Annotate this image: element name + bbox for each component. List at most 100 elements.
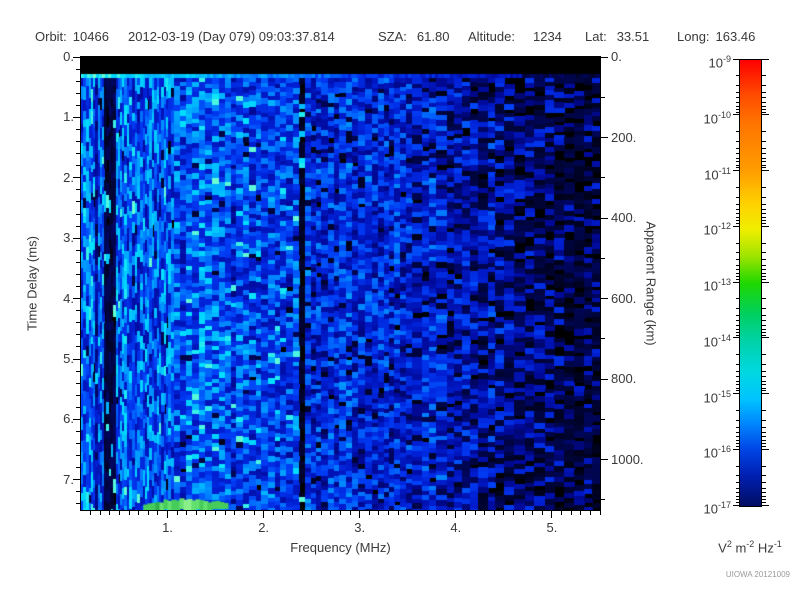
x-axis-tick — [195, 511, 197, 515]
colorbar-minor-tick — [736, 131, 739, 133]
y-axis-tick — [76, 189, 80, 191]
colorbar-minor-tick — [762, 223, 766, 225]
x-axis-tick — [570, 511, 572, 515]
colorbar-minor-tick — [736, 431, 739, 433]
lat-label: Lat: — [585, 29, 607, 44]
y2-axis-tick — [601, 499, 605, 501]
colorbar-minor-tick — [736, 501, 739, 503]
x-axis-tick — [474, 511, 476, 515]
colorbar-minor-tick — [762, 196, 766, 198]
colorbar-minor-tick — [762, 276, 766, 278]
x-axis-tick — [340, 511, 341, 515]
x-axis-tick — [541, 511, 543, 515]
colorbar-minor-tick — [736, 167, 739, 169]
colorbar-minor-tick — [736, 140, 739, 142]
altitude-label: Altitude: — [468, 29, 515, 44]
colorbar-minor-tick — [762, 213, 766, 215]
orbit-field: Orbit: 10466 — [35, 29, 109, 44]
x-axis-tick — [263, 511, 265, 518]
colorbar-unit-label: V2 m-2 Hz-1 — [718, 539, 782, 556]
colorbar-minor-tick — [762, 147, 766, 149]
y2-axis-tick — [601, 459, 608, 461]
y-axis-tick — [76, 334, 80, 336]
colorbar-minor-tick — [762, 252, 766, 254]
colorbar-minor-tick — [762, 499, 766, 501]
colorbar-minor-tick — [736, 324, 739, 326]
x-axis-tick — [493, 511, 495, 515]
colorbar-minor-tick — [762, 409, 766, 411]
y-axis-tick — [76, 370, 80, 372]
colorbar-minor-tick — [736, 196, 739, 198]
colorbar-minor-tick — [736, 213, 739, 215]
y-axis-tick — [76, 128, 80, 130]
x-axis-tick — [378, 511, 380, 515]
x-axis-tick-label: 2. — [258, 520, 270, 535]
colorbar-minor-tick — [736, 264, 739, 266]
y-axis-tick-label: 4. — [63, 290, 74, 306]
colorbar-minor-tick — [762, 328, 766, 330]
colorbar-minor-tick — [736, 354, 739, 356]
x-axis-tick — [368, 511, 370, 515]
colorbar-minor-tick — [762, 264, 766, 266]
colorbar-major-tick — [762, 337, 769, 339]
colorbar-tick-label: 10-16 — [703, 444, 731, 461]
y2-axis-tick — [601, 177, 605, 179]
x-axis-tick — [128, 511, 130, 515]
colorbar-minor-tick — [736, 482, 739, 484]
colorbar-minor-tick — [762, 85, 766, 87]
colorbar-major-tick — [733, 281, 739, 283]
colorbar-minor-tick — [736, 387, 739, 389]
x-axis-tick — [522, 511, 524, 515]
long-value: 163.46 — [715, 29, 756, 44]
colorbar-minor-tick — [762, 436, 766, 438]
colorbar-minor-tick — [736, 208, 739, 210]
x-axis-tick — [99, 511, 101, 515]
x-axis-tick — [109, 511, 111, 515]
x-axis-tick — [253, 511, 255, 515]
colorbar-minor-tick — [762, 376, 766, 378]
colorbar-minor-tick — [762, 97, 766, 99]
colorbar-minor-tick — [736, 443, 739, 445]
colorbar-minor-tick — [736, 436, 739, 438]
y-axis-tick — [76, 153, 80, 155]
colorbar-minor-tick — [736, 147, 739, 149]
x-axis-tick — [167, 511, 168, 518]
x-axis-tick — [311, 511, 313, 515]
colorbar-tick-label: 10-12 — [703, 221, 731, 238]
colorbar-minor-tick — [762, 105, 766, 107]
colorbar-tick-label: 10-13 — [703, 277, 731, 294]
colorbar-minor-tick — [762, 334, 766, 336]
x-axis-tick-label: 5. — [546, 520, 558, 535]
colorbar-minor-tick — [762, 320, 766, 322]
x-axis-tick — [580, 511, 582, 515]
y-axis-tick — [73, 479, 80, 481]
datetime-value: 2012-03-19 (Day 079) 09:03:37.814 — [128, 29, 335, 44]
y-axis-tick-label: 1. — [63, 109, 74, 125]
spectrogram-frame — [80, 56, 601, 511]
x-axis-tick — [291, 511, 293, 515]
y-axis-tick — [76, 310, 80, 312]
orbit-label: Orbit: — [35, 29, 67, 44]
y-axis-tick — [76, 141, 80, 143]
y-axis-tick — [76, 503, 80, 505]
datetime-field: 2012-03-19 (Day 079) 09:03:37.814 — [128, 29, 335, 44]
y-axis-tick — [76, 443, 80, 445]
colorbar-tick-label: 10-15 — [703, 388, 731, 405]
colorbar-minor-tick — [762, 108, 766, 110]
y2-axis-tick-label: 1000. — [611, 451, 644, 467]
colorbar-minor-tick — [736, 308, 739, 310]
colorbar-tick-label: 10-17 — [703, 500, 731, 517]
colorbar-minor-tick — [736, 242, 739, 244]
colorbar-minor-tick — [736, 259, 739, 261]
colorbar-major-tick — [762, 504, 769, 506]
x-axis-tick-label: 3. — [354, 520, 366, 535]
colorbar-major-tick — [733, 504, 739, 506]
x-axis-tick — [359, 511, 361, 518]
x-axis-tick-label: 4. — [450, 520, 462, 535]
y2-axis-tick-label: 200. — [611, 129, 637, 145]
y2-axis-title: Apparent Range (km) — [643, 221, 659, 346]
y-axis-tick — [73, 418, 80, 420]
colorbar-minor-tick — [736, 153, 739, 155]
colorbar-major-tick — [733, 170, 739, 171]
colorbar-minor-tick — [736, 380, 739, 382]
